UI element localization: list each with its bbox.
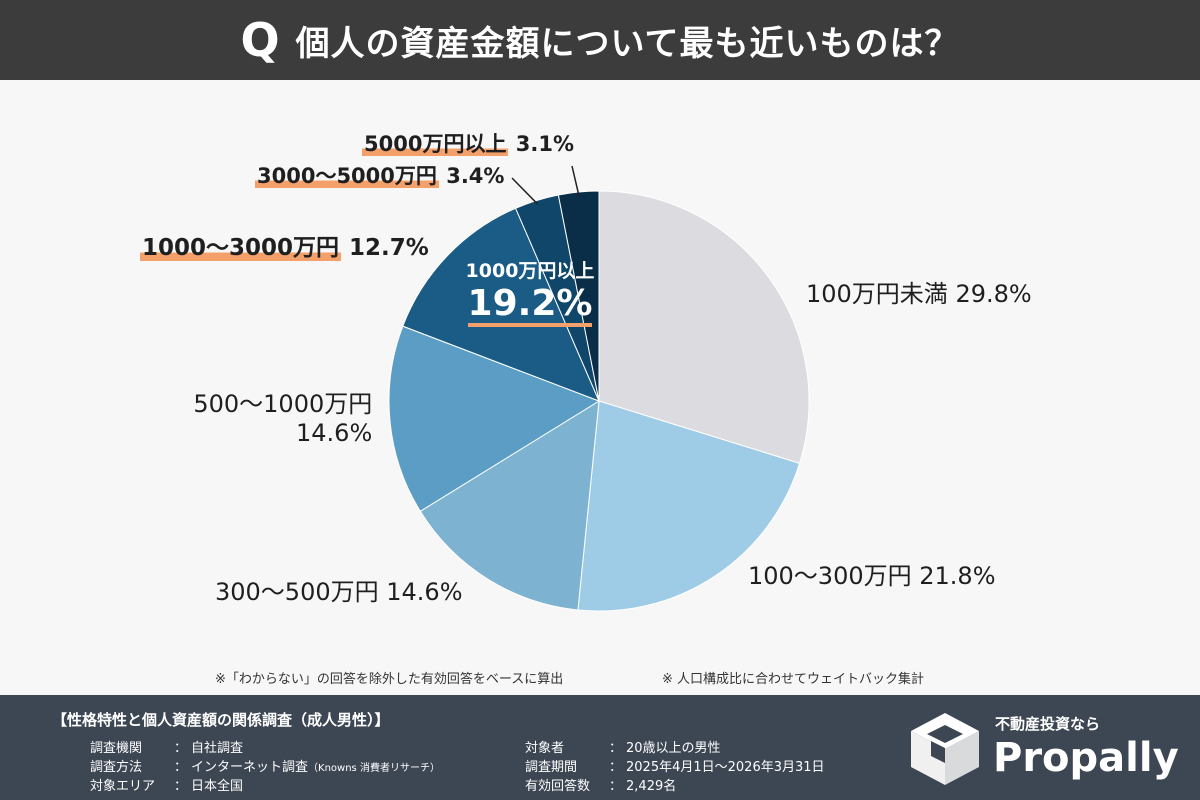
pie-slice-0 — [598, 190, 810, 465]
logo-brand: Propally — [993, 735, 1179, 781]
info-value: 自社調査 — [191, 741, 244, 756]
info-value: 2025年4月1日〜2026年3月31日 — [626, 760, 825, 775]
slice-label-3-value: 14.6% — [296, 418, 373, 447]
survey-title: 【性格特性と個人資産額の関係調査（成人男性）】 — [52, 711, 390, 729]
slice-label-4-name: 1000〜3000万円 — [140, 235, 342, 261]
pie-slice-2 — [419, 400, 600, 611]
leader-line-5 — [511, 177, 539, 205]
info-separator: ： — [609, 741, 623, 756]
info-key: 有効回答数 — [525, 779, 591, 794]
slice-label-2: 300〜500万円 14.6% — [215, 578, 463, 607]
propally-logo[interactable]: 不動産投資なら Propally — [905, 709, 1185, 789]
info-separator: ： — [174, 760, 188, 775]
survey-info-target: 対象者 ： 20歳以上の男性 — [525, 737, 721, 756]
info-separator: ： — [174, 779, 188, 794]
logo-tagline: 不動産投資なら — [995, 715, 1101, 733]
survey-info-period: 調査期間 ： 2025年4月1日〜2026年3月31日 — [525, 756, 825, 775]
slice-label-0-name: 100万円未満 — [806, 280, 948, 308]
chart-area: 100万円未満 29.8% 100〜300万円 21.8% 300〜500万円 … — [0, 80, 1200, 695]
slice-label-1-value: 21.8% — [919, 562, 996, 590]
pie-chart — [388, 165, 810, 612]
note-weighting: ※ 人口構成比に合わせてウェイトバック集計 — [662, 672, 925, 687]
slice-label-0-value: 29.8% — [955, 280, 1032, 308]
info-key: 対象者 — [525, 741, 565, 756]
survey-info-count: 有効回答数 ： 2,429名 — [525, 775, 676, 794]
slice-label-1-name: 100〜300万円 — [748, 562, 912, 590]
note-exclusion: ※「わからない」の回答を除外した有効回答をベースに算出 — [215, 672, 564, 687]
page-title: 個人の資産金額について最も近いものは？ — [295, 23, 960, 64]
info-key: 対象エリア — [90, 779, 156, 794]
info-value: 20歳以上の男性 — [626, 741, 721, 756]
slice-label-3: 500〜1000万円 14.6% — [146, 390, 372, 448]
survey-info-method: 調査方法 ：インターネット調査（Knowns 消費者リサーチ） — [90, 756, 440, 775]
pie-slice-4 — [402, 207, 600, 402]
info-separator: ： — [174, 741, 188, 756]
slice-label-0: 100万円未満 29.8% — [806, 280, 1032, 309]
slice-label-1: 100〜300万円 21.8% — [748, 562, 996, 591]
info-value-extra: （Knowns 消費者リサーチ） — [308, 763, 440, 774]
info-key: 調査期間 — [525, 760, 578, 775]
slice-label-4-value: 12.7% — [349, 235, 429, 261]
leader-line-6 — [571, 165, 580, 197]
slice-label-5: 3000〜5000万円 3.4% — [255, 164, 504, 189]
pie-slice-1 — [577, 400, 801, 612]
slice-label-3-name: 500〜1000万円 — [193, 390, 373, 418]
slice-label-5-value: 3.4% — [446, 164, 505, 188]
slice-label-4: 1000〜3000万円 12.7% — [140, 235, 429, 263]
house-cube-icon — [911, 713, 979, 785]
info-value: 2,429名 — [626, 779, 677, 794]
info-key: 調査方法 — [90, 760, 143, 775]
info-value: インターネット調査 — [191, 760, 309, 775]
group-annotation-label: 1000万円以上 — [465, 260, 595, 282]
info-value: 日本全国 — [191, 779, 244, 794]
notes: ※「わからない」の回答を除外した有効回答をベースに算出 ※ 人口構成比に合わせて… — [0, 664, 1200, 692]
group-annotation: 1000万円以上 19.2% — [440, 256, 620, 327]
slice-label-6: 5000万円以上 3.1% — [362, 132, 574, 157]
info-separator: ： — [609, 779, 623, 794]
slice-label-2-name: 300〜500万円 — [215, 578, 379, 606]
footer: 【性格特性と個人資産額の関係調査（成人男性）】 調査機関：自社調査 調査方法：イ… — [0, 695, 1200, 800]
slice-label-2-value: 14.6% — [386, 578, 463, 606]
slice-label-6-name: 5000万円以上 — [362, 132, 509, 156]
slice-label-6-value: 3.1% — [515, 132, 575, 156]
survey-info-org: 調査機関 ：自社調査 — [90, 737, 243, 756]
header-bar: Q 個人の資産金額について最も近いものは？ — [0, 0, 1200, 80]
info-key: 調査機関 — [90, 741, 143, 756]
info-separator: ： — [609, 760, 623, 775]
pie-slice-3 — [388, 325, 601, 512]
question-mark-badge: Q — [240, 13, 280, 67]
slice-label-5-name: 3000〜5000万円 — [255, 164, 439, 188]
group-annotation-value: 19.2% — [467, 285, 593, 327]
survey-info-area: 対象エリア ：日本全国 — [90, 775, 243, 794]
